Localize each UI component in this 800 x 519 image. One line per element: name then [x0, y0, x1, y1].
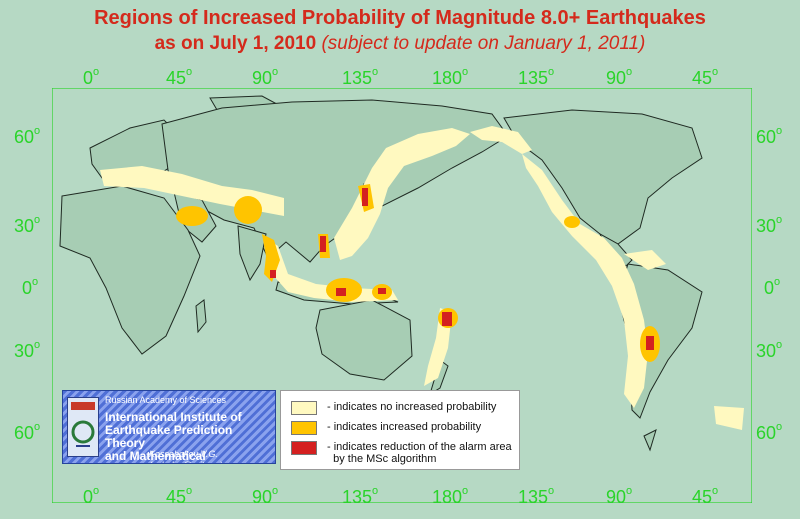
zone-reduced-japan	[362, 188, 368, 206]
lon-label-bottom-7: 45o	[692, 485, 719, 507]
legend-swatch-increased	[291, 421, 317, 435]
zone-iran	[176, 206, 208, 226]
antarctic-peninsula	[643, 429, 657, 452]
legend-swatch-no-increase	[291, 401, 317, 415]
madagascar	[195, 299, 207, 334]
zone-reduced-philippines	[320, 236, 326, 252]
zone-caribbean	[624, 250, 666, 270]
lon-label-top-0: 0o	[83, 66, 100, 88]
lat-label-left-4: 60o	[14, 421, 41, 443]
zone-reduced-fiji	[442, 312, 452, 326]
lat-label-left-3: 30o	[14, 339, 41, 361]
lon-label-bottom-0: 0o	[83, 485, 100, 507]
lat-label-left-0: 60o	[14, 125, 41, 147]
zone-reduced-new-guinea	[378, 288, 386, 294]
lon-label-bottom-6: 90o	[606, 485, 633, 507]
lon-label-top-3: 135o	[342, 66, 379, 88]
zone-scotia	[714, 406, 744, 430]
map-title: Regions of Increased Probability of Magn…	[0, 6, 800, 56]
lon-label-top-1: 45o	[166, 66, 193, 88]
legend-label-reduced: - indicates reduction of the alarm area …	[327, 441, 512, 465]
lat-label-left-1: 30o	[14, 214, 41, 236]
lon-label-bottom-5: 135o	[518, 485, 555, 507]
institute-logo-panel: Russian Academy of Sciences Internationa…	[62, 390, 276, 464]
institute-name-line-1: International Institute of	[105, 410, 242, 424]
zone-mexico	[564, 216, 580, 228]
lon-label-top-5: 135o	[518, 66, 555, 88]
author-credit: Kossobokov V.G. (volodya@mitp.ru)	[149, 449, 223, 463]
institute-name-lines-2-3: Earthquake Prediction Theory and Mathemat…	[105, 423, 233, 464]
lon-label-top-6: 90o	[606, 66, 633, 88]
alarm-zones	[100, 126, 744, 430]
zone-sunda-arc	[266, 238, 398, 302]
title-line-1: Regions of Increased Probability of Magn…	[94, 7, 706, 29]
lat-label-right-1: 30o	[756, 214, 783, 236]
map-legend: - indicates no increased probability - i…	[280, 390, 520, 470]
zone-alaska-aleutians	[470, 126, 532, 154]
zone-reduced-sulawesi	[336, 288, 346, 296]
lon-label-top-4: 180o	[432, 66, 469, 88]
lon-label-bottom-4: 180o	[432, 485, 469, 507]
title-date: as on July 1, 2010	[154, 33, 317, 54]
lat-label-right-3: 30o	[756, 339, 783, 361]
lat-label-right-4: 60o	[756, 421, 783, 443]
zone-reduced-chile	[646, 336, 654, 350]
india	[237, 225, 267, 282]
lon-label-bottom-3: 135o	[342, 485, 379, 507]
academy-name: Russian Academy of Sciences	[105, 395, 227, 405]
reduced-zones	[270, 188, 654, 350]
title-update-note: (subject to update on January 1, 2011)	[321, 33, 646, 54]
australia	[315, 299, 413, 381]
institute-emblem-icon	[67, 397, 99, 457]
legend-label-no-increase: - indicates no increased probability	[327, 401, 497, 413]
lon-label-bottom-2: 90o	[252, 485, 279, 507]
zone-americas-west	[522, 154, 648, 408]
legend-label-increased: - indicates increased probability	[327, 421, 482, 433]
lon-label-top-2: 90o	[252, 66, 279, 88]
legend-swatch-reduced	[291, 441, 317, 455]
lon-label-bottom-1: 45o	[166, 485, 193, 507]
africa	[59, 185, 201, 355]
lat-label-left-2: 0o	[22, 276, 39, 298]
lon-label-top-7: 45o	[692, 66, 719, 88]
north-america	[503, 109, 703, 245]
lat-label-right-2: 0o	[764, 276, 781, 298]
zone-western-pacific	[334, 128, 470, 260]
lat-label-right-0: 60o	[756, 125, 783, 147]
zone-reduced-sumatra	[270, 270, 276, 278]
zone-himalaya	[234, 196, 262, 224]
title-line-2: as on July 1, 2010 (subject to update on…	[0, 31, 800, 56]
